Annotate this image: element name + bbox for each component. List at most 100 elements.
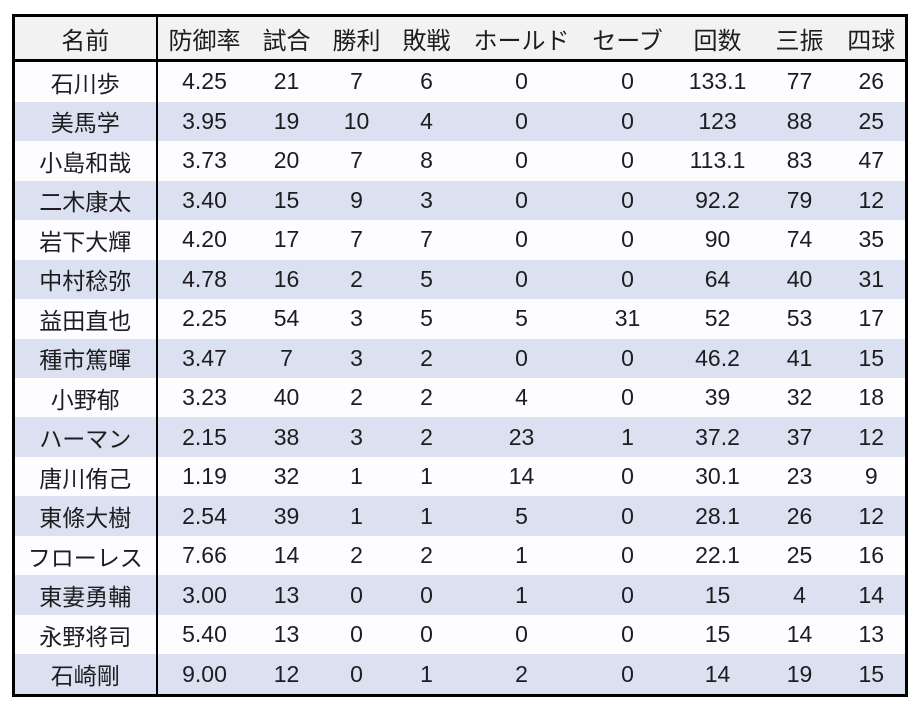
cell-era: 4.25 bbox=[182, 68, 227, 95]
cell-walks: 13 bbox=[858, 621, 885, 648]
cell-name: 石川歩 bbox=[13, 60, 158, 102]
cell-walks: 31 bbox=[858, 265, 885, 292]
cell-games: 54 bbox=[273, 305, 300, 332]
cell-games: 13 bbox=[273, 621, 300, 648]
cell-wins: 9 bbox=[350, 186, 363, 213]
cell-games: 13 bbox=[273, 581, 300, 608]
table-row: 美馬学 3.95 19 10 4 0 0 123 88 25 bbox=[13, 101, 907, 142]
cell-wins: 7 bbox=[350, 68, 363, 95]
cell-saves: 0 bbox=[621, 502, 634, 529]
cell-saves: 0 bbox=[621, 68, 634, 95]
table-row: 小野郁 3.23 40 2 2 4 0 39 32 18 bbox=[13, 377, 907, 418]
table-row: 岩下大輝 4.20 17 7 7 0 0 90 74 35 bbox=[13, 220, 907, 260]
column-header-losses: 敗戦 bbox=[391, 15, 462, 62]
cell-saves: 0 bbox=[621, 581, 634, 608]
cell-holds: 0 bbox=[515, 68, 528, 95]
cell-name: 種市篤暉 bbox=[13, 338, 158, 378]
cell-walks: 35 bbox=[858, 226, 885, 253]
cell-strikeouts: 77 bbox=[786, 68, 813, 95]
cell-wins: 0 bbox=[350, 621, 363, 648]
table-row: 中村稔弥 4.78 16 2 5 0 0 64 40 31 bbox=[13, 259, 907, 300]
cell-wins: 2 bbox=[350, 542, 363, 569]
cell-walks: 12 bbox=[858, 186, 885, 213]
cell-innings: 30.1 bbox=[695, 463, 740, 490]
cell-losses: 0 bbox=[420, 621, 433, 648]
cell-walks: 18 bbox=[858, 384, 885, 411]
cell-innings: 15 bbox=[704, 581, 731, 608]
cell-losses: 1 bbox=[420, 463, 433, 490]
column-header-wins: 勝利 bbox=[321, 15, 392, 62]
column-header-era: 防御率 bbox=[156, 15, 252, 62]
table-row: ハーマン 2.15 38 3 2 23 1 37.2 37 12 bbox=[13, 417, 907, 457]
cell-name: 中村稔弥 bbox=[13, 259, 158, 300]
cell-name: ハーマン bbox=[13, 417, 158, 457]
cell-holds: 1 bbox=[515, 581, 528, 608]
column-header-saves: セーブ bbox=[581, 15, 674, 62]
cell-name: 岩下大輝 bbox=[13, 220, 158, 260]
table-body: 石川歩 4.25 21 7 6 0 0 133.1 77 26 美馬学 3.95 19 10 4 0 0 123 8… bbox=[13, 60, 907, 696]
cell-saves: 1 bbox=[621, 423, 634, 450]
cell-name: 唐川侑己 bbox=[13, 456, 158, 497]
cell-era: 5.40 bbox=[182, 621, 227, 648]
column-header-holds: ホールド bbox=[461, 15, 582, 62]
cell-era: 2.15 bbox=[182, 423, 227, 450]
cell-innings: 123 bbox=[698, 107, 737, 134]
cell-games: 40 bbox=[273, 384, 300, 411]
cell-losses: 4 bbox=[420, 107, 433, 134]
cell-name: 小島和哉 bbox=[13, 141, 158, 181]
cell-holds: 23 bbox=[508, 423, 535, 450]
cell-innings: 14 bbox=[704, 660, 731, 687]
cell-walks: 25 bbox=[858, 107, 885, 134]
cell-holds: 0 bbox=[515, 621, 528, 648]
table-row: フローレス 7.66 14 2 2 1 0 22.1 25 16 bbox=[13, 535, 907, 576]
cell-era: 2.25 bbox=[182, 305, 227, 332]
cell-era: 3.95 bbox=[182, 107, 227, 134]
table-row: 石川歩 4.25 21 7 6 0 0 133.1 77 26 bbox=[13, 60, 907, 102]
cell-losses: 7 bbox=[420, 226, 433, 253]
cell-holds: 0 bbox=[515, 265, 528, 292]
table-row: 東條大樹 2.54 39 1 1 5 0 28.1 26 12 bbox=[13, 496, 907, 536]
cell-holds: 2 bbox=[515, 660, 528, 687]
cell-era: 2.54 bbox=[182, 502, 227, 529]
cell-saves: 0 bbox=[621, 384, 634, 411]
cell-innings: 15 bbox=[704, 621, 731, 648]
cell-innings: 22.1 bbox=[695, 542, 740, 569]
cell-losses: 2 bbox=[420, 542, 433, 569]
cell-innings: 92.2 bbox=[695, 186, 740, 213]
cell-strikeouts: 40 bbox=[786, 265, 813, 292]
cell-walks: 26 bbox=[858, 68, 885, 95]
cell-name: 二木康太 bbox=[13, 180, 158, 221]
cell-wins: 0 bbox=[350, 660, 363, 687]
cell-holds: 0 bbox=[515, 186, 528, 213]
cell-name: 小野郁 bbox=[13, 377, 158, 418]
table-row: 東妻勇輔 3.00 13 0 0 1 0 15 4 14 bbox=[13, 575, 907, 615]
header-row: 名前 防御率 試合 勝利 敗戦 ホールド セーブ 回数 三振 四球 bbox=[13, 15, 907, 62]
cell-games: 12 bbox=[273, 660, 300, 687]
cell-strikeouts: 4 bbox=[793, 581, 806, 608]
cell-era: 3.40 bbox=[182, 186, 227, 213]
cell-era: 3.73 bbox=[182, 147, 227, 174]
table-header: 名前 防御率 試合 勝利 敗戦 ホールド セーブ 回数 三振 四球 bbox=[13, 15, 907, 62]
cell-innings: 133.1 bbox=[688, 68, 747, 95]
cell-wins: 7 bbox=[350, 226, 363, 253]
cell-games: 15 bbox=[273, 186, 300, 213]
cell-holds: 14 bbox=[508, 463, 535, 490]
cell-innings: 90 bbox=[704, 226, 731, 253]
cell-games: 39 bbox=[273, 502, 300, 529]
cell-wins: 3 bbox=[350, 423, 363, 450]
cell-saves: 0 bbox=[621, 542, 634, 569]
cell-games: 32 bbox=[273, 463, 300, 490]
cell-losses: 5 bbox=[420, 305, 433, 332]
cell-wins: 0 bbox=[350, 581, 363, 608]
cell-strikeouts: 79 bbox=[786, 186, 813, 213]
cell-strikeouts: 83 bbox=[786, 147, 813, 174]
cell-holds: 1 bbox=[515, 542, 528, 569]
cell-wins: 3 bbox=[350, 305, 363, 332]
cell-wins: 3 bbox=[350, 344, 363, 371]
cell-saves: 0 bbox=[621, 186, 634, 213]
cell-games: 17 bbox=[273, 226, 300, 253]
column-header-strikeouts: 三振 bbox=[761, 15, 838, 62]
cell-wins: 2 bbox=[350, 384, 363, 411]
cell-era: 4.78 bbox=[182, 265, 227, 292]
cell-losses: 2 bbox=[420, 423, 433, 450]
